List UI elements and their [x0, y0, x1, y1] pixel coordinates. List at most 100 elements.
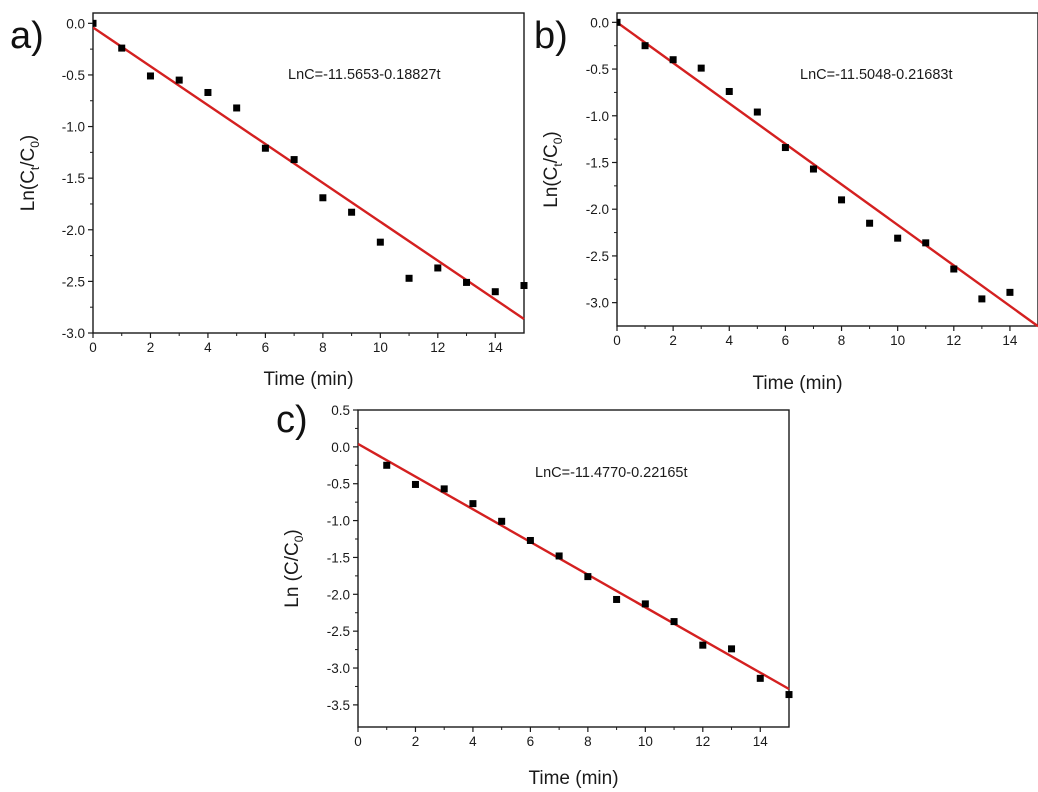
data-point: [697, 64, 705, 72]
y-tick-label: -3.0: [62, 326, 85, 341]
fit-line: [93, 26, 525, 320]
data-point: [809, 165, 817, 173]
y-tick-label: -3.0: [586, 296, 609, 311]
data-point: [555, 552, 563, 560]
data-point: [348, 208, 356, 216]
y-tick-label: -1.5: [327, 550, 350, 565]
y-tick-label: -2.5: [327, 624, 350, 639]
y-axis-title-text: Ln (C/C: [282, 542, 303, 607]
panel-label: b): [534, 15, 568, 57]
y-axis-title-subscript: 0: [28, 141, 42, 148]
x-tick-label: 6: [527, 734, 535, 749]
x-axis-title: Time (min): [528, 768, 618, 789]
y-axis-title-text: ): [282, 529, 303, 535]
data-point: [669, 56, 677, 64]
y-axis-title-text: ): [541, 131, 562, 137]
x-tick-label: 0: [613, 333, 621, 348]
data-point: [866, 219, 874, 227]
y-tick-label: 0.0: [590, 15, 609, 30]
x-axis-title: Time (min): [752, 373, 842, 394]
x-tick-label: 8: [584, 734, 592, 749]
y-axis-title: Ln (C/C0): [282, 529, 306, 607]
y-tick-label: 0.0: [331, 440, 350, 455]
fit-line: [617, 21, 1038, 328]
y-axis-title-text: Ln(C: [18, 170, 39, 211]
x-tick-label: 2: [669, 333, 677, 348]
x-tick-label: 10: [638, 734, 653, 749]
x-tick-label: 6: [782, 333, 790, 348]
fit-equation: LnC=-11.5048-0.21683t: [800, 67, 953, 83]
fit-line: [358, 442, 790, 691]
y-tick-label: -0.5: [586, 62, 609, 77]
y-tick-label: -2.0: [327, 587, 350, 602]
y-tick-label: -1.0: [327, 514, 350, 529]
data-point: [118, 44, 126, 52]
x-tick-label: 8: [319, 340, 327, 355]
y-tick-label: -1.0: [586, 109, 609, 124]
y-tick-label: -0.5: [327, 477, 350, 492]
y-tick-label: -2.5: [62, 274, 85, 289]
y-axis-title-text: /C: [541, 144, 562, 163]
y-axis-title-subscript: t: [551, 163, 565, 167]
data-point: [319, 194, 327, 202]
data-point: [146, 72, 154, 80]
data-point: [383, 461, 391, 469]
y-axis-title-subscript: t: [28, 166, 42, 170]
x-tick-label: 4: [204, 340, 212, 355]
x-tick-label: 14: [1002, 333, 1018, 348]
data-point: [93, 19, 97, 27]
x-tick-label: 10: [890, 333, 905, 348]
x-tick-label: 14: [753, 734, 769, 749]
data-point: [785, 691, 793, 699]
y-tick-label: -2.5: [586, 249, 609, 264]
data-point: [520, 282, 528, 290]
data-point: [670, 618, 678, 626]
plot-frame: [92, 12, 525, 334]
data-point: [376, 238, 384, 246]
data-point: [411, 480, 419, 488]
x-tick-label: 12: [430, 340, 445, 355]
fit-equation: LnC=-11.5653-0.18827t: [288, 67, 441, 83]
x-tick-label: 2: [412, 734, 420, 749]
data-point: [725, 87, 733, 95]
data-point: [204, 88, 212, 96]
data-point: [756, 674, 764, 682]
data-point: [584, 573, 592, 581]
data-point: [950, 265, 958, 273]
data-point: [613, 595, 621, 603]
y-axis-title-text: Ln(C: [541, 167, 562, 208]
y-tick-label: -3.0: [327, 661, 350, 676]
data-point: [753, 108, 761, 116]
data-point: [434, 264, 442, 272]
x-tick-label: 14: [488, 340, 504, 355]
data-point: [463, 278, 471, 286]
chart-panel-a: 0 2 4 6 8 10 12 14 0.0 -0.5 -1.0 -1.5 -2.0 -2.5 -3.0 Ln…: [10, 12, 528, 390]
x-axis-title: Time (min): [263, 369, 353, 390]
data-point: [526, 536, 534, 544]
x-tick-label: 0: [354, 734, 362, 749]
y-axis-title-subscript: 0: [551, 137, 565, 144]
y-tick-label: -0.5: [62, 68, 85, 83]
y-tick-label: 0.0: [66, 16, 85, 31]
y-tick-label: -1.5: [62, 171, 85, 186]
x-tick-label: 0: [89, 340, 97, 355]
y-tick-label: -2.0: [62, 223, 85, 238]
y-axis-title-subscript: 0: [292, 535, 306, 542]
data-point: [781, 144, 789, 152]
y-tick-label: -3.5: [327, 698, 350, 713]
data-point: [233, 104, 241, 112]
data-point: [405, 274, 413, 282]
data-point: [699, 641, 707, 649]
x-tick-label: 2: [147, 340, 155, 355]
data-point: [261, 144, 269, 152]
y-tick-label: -1.5: [586, 155, 609, 170]
data-point: [498, 517, 506, 525]
plot-frame: [357, 409, 790, 728]
y-tick-label: -1.0: [62, 120, 85, 135]
data-point: [175, 76, 183, 84]
data-point: [641, 600, 649, 608]
data-point: [617, 18, 621, 26]
data-point: [922, 239, 930, 247]
data-point: [641, 42, 649, 50]
